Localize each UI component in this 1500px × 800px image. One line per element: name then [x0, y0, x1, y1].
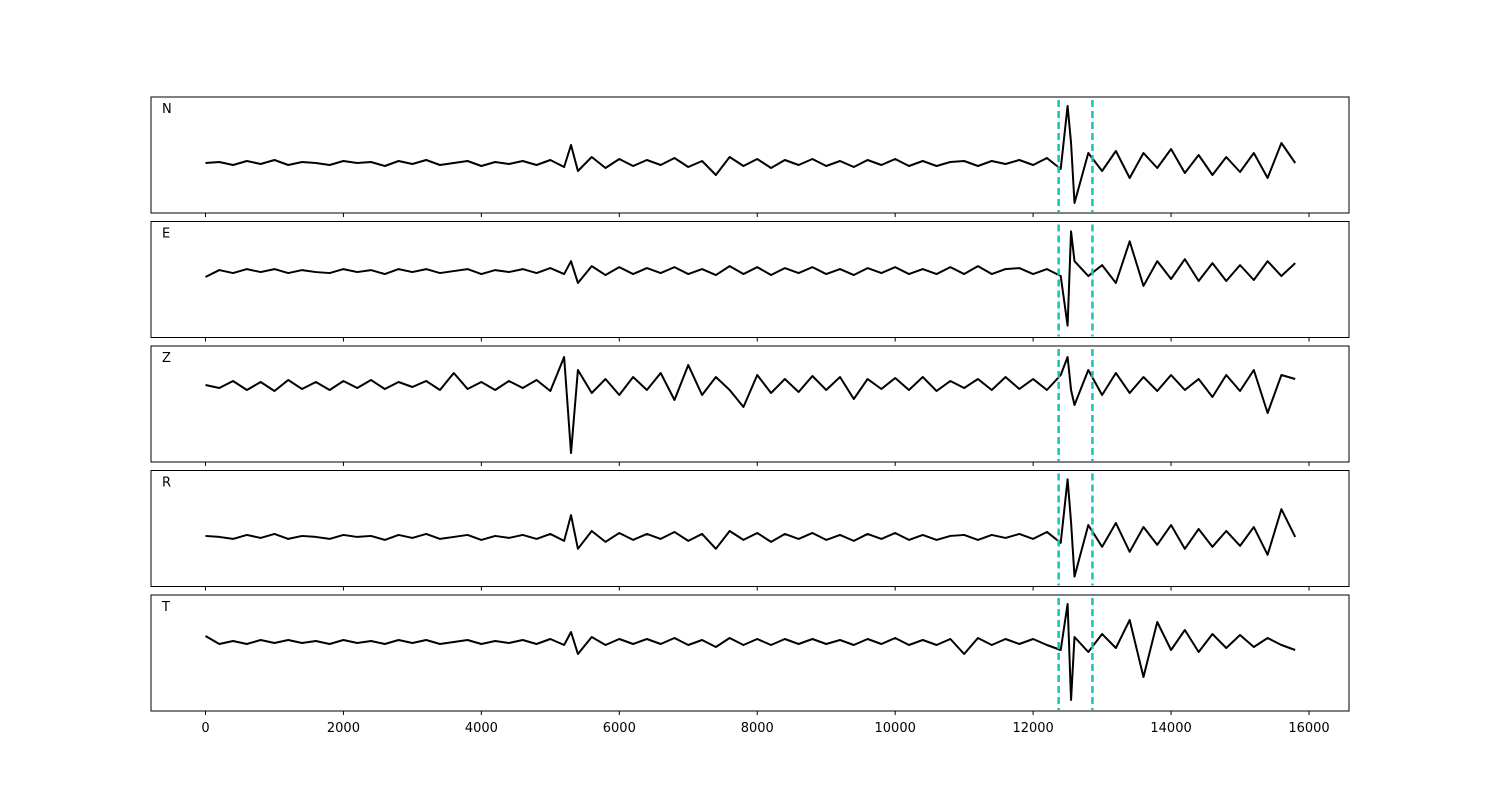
- panel-label: E: [162, 227, 170, 242]
- trace: [205, 105, 1297, 204]
- x-tick-label: 16000: [1288, 721, 1329, 736]
- panel-label: T: [161, 600, 170, 615]
- x-tick-label: 8000: [741, 721, 774, 736]
- x-tick-label: 14000: [1150, 721, 1191, 736]
- trace: [204, 603, 1296, 701]
- panel-label: N: [162, 102, 172, 117]
- panel-frame: [150, 345, 1350, 463]
- x-tick-label: 4000: [465, 721, 498, 736]
- trace: [205, 478, 1297, 578]
- trace: [205, 230, 1296, 327]
- panel-frame: [150, 594, 1350, 712]
- x-tick-label: 0: [201, 721, 209, 736]
- panel-frame: [150, 221, 1350, 338]
- panel-frame: [150, 96, 1350, 214]
- panel-label: R: [162, 476, 171, 491]
- x-tick-label: 10000: [875, 721, 916, 736]
- x-tick-label: 6000: [603, 721, 636, 736]
- panel-label: Z: [162, 351, 171, 366]
- x-tick-label: 12000: [1012, 721, 1053, 736]
- x-tick-label: 2000: [327, 721, 360, 736]
- trace: [205, 356, 1296, 454]
- panel-frame: [150, 470, 1350, 587]
